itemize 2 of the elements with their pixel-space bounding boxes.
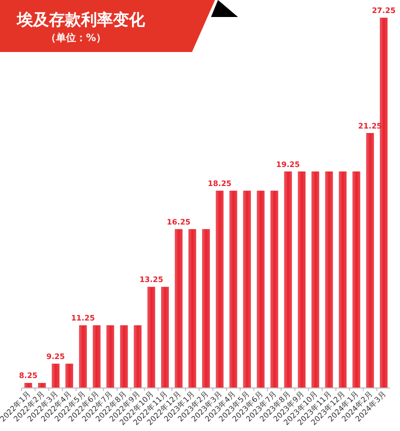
chart-title: 埃及存款利率变化 (16, 10, 146, 29)
text: （单位：%） (46, 32, 106, 44)
